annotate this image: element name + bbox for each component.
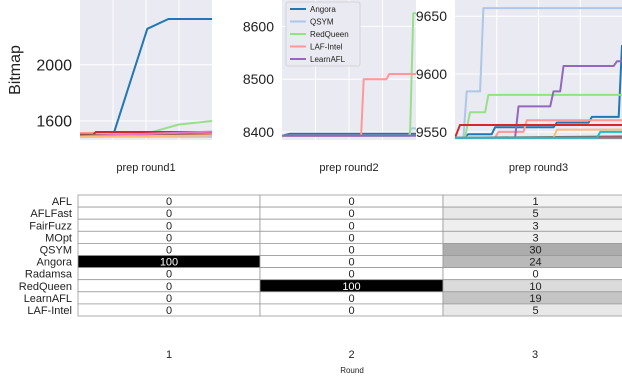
row-label: RedQueen	[19, 281, 72, 293]
row-label: QSYM	[40, 244, 72, 256]
series-line-mopt	[80, 134, 212, 138]
heatmap-cell-value: 10	[529, 281, 541, 293]
heatmap-cell-value: 1	[532, 196, 538, 208]
line-panel-1: 1600 2000 prep round1	[36, 0, 212, 174]
row-label: MOpt	[45, 232, 72, 244]
heatmap-cell-value: 0	[348, 257, 354, 269]
heatmap-cell-value: 0	[532, 269, 538, 281]
series-line-learnafl	[455, 60, 622, 139]
column-label: 3	[532, 349, 538, 361]
y-tick-label: 2000	[36, 57, 72, 74]
column-label: 1	[166, 349, 172, 361]
heatmap-cell-value: 3	[532, 232, 538, 244]
row-label: LAF-Intel	[27, 305, 72, 317]
y-tick-label: 9600	[416, 66, 447, 82]
series-group	[80, 18, 212, 138]
heatmap-cell-value: 0	[166, 305, 172, 317]
row-label: AFL	[52, 196, 72, 208]
heatmap-cell	[442, 303, 622, 317]
heatmap-cell-value: 0	[348, 305, 354, 317]
series-group	[282, 12, 416, 137]
heatmap-cell-value: 0	[166, 244, 172, 256]
heatmap-cell-value: 0	[348, 269, 354, 281]
y-tick-label: 8500	[243, 71, 274, 87]
y-tick-label: 8600	[243, 18, 274, 34]
heatmap-cell-value: 0	[348, 220, 354, 232]
heatmap-cell-value: 0	[166, 208, 172, 220]
y-tick-label: 9650	[416, 8, 447, 24]
x-axis-label: Round	[340, 366, 364, 375]
row-label: LearnAFL	[24, 293, 72, 305]
legend-box	[285, 1, 361, 67]
heatmap-cell-value: 3	[532, 220, 538, 232]
series-line-afl	[455, 124, 622, 139]
y-axis-label: Bitmap	[7, 45, 24, 95]
heatmap-cell-value: 30	[529, 244, 541, 256]
panel-label: prep round2	[319, 162, 378, 174]
series-line-extra-teal	[455, 130, 622, 139]
heatmap-cell-value: 24	[529, 257, 541, 269]
panel-label: prep round3	[509, 162, 568, 174]
heatmap-cell-value: 5	[532, 208, 538, 220]
heatmap-cell-value: 5	[532, 305, 538, 317]
row-label: Angora	[37, 257, 73, 269]
line-panel-3: 9550 9600 9650 prep round3	[416, 0, 622, 174]
y-tick-label: 9550	[416, 124, 447, 140]
heatmap-cell-value: 100	[342, 281, 360, 293]
y-tick-label: 8400	[243, 124, 274, 140]
row-label: FairFuzz	[29, 220, 72, 232]
series-group	[455, 7, 622, 139]
heatmap-cell-value: 0	[348, 196, 354, 208]
row-label: AFLFast	[30, 208, 72, 220]
legend-entry: QSYM	[310, 18, 334, 27]
legend-entry: LearnAFL	[310, 55, 346, 64]
column-label: 2	[348, 349, 354, 361]
legend-entry: RedQueen	[310, 30, 349, 39]
series-line-fairfuzz	[80, 130, 212, 138]
heatmap-cell-value: 0	[166, 269, 172, 281]
heatmap-cell-value: 100	[160, 257, 178, 269]
heatmap-cell-value: 19	[529, 293, 541, 305]
heatmap-cell-value: 0	[348, 232, 354, 244]
heatmap-cell-value: 0	[348, 244, 354, 256]
heatmap-cell-value: 0	[166, 281, 172, 293]
legend-entry: LAF-Intel	[310, 43, 343, 52]
y-tick-label: 1600	[36, 114, 72, 131]
heatmap-cell-value: 0	[166, 293, 172, 305]
row-label: Radamsa	[25, 269, 73, 281]
heatmap-cell-value: 0	[166, 220, 172, 232]
legend: Angora QSYM RedQueen LAF-Intel LearnAFL	[285, 1, 361, 67]
heatmap-cell-value: 0	[166, 196, 172, 208]
heatmap-cell-value: 0	[166, 232, 172, 244]
series-line-angora	[455, 45, 622, 139]
panel-label: prep round1	[116, 162, 175, 174]
heatmap-cell-value: 0	[348, 293, 354, 305]
heatmap-cell-value: 0	[348, 208, 354, 220]
legend-entry: Angora	[310, 5, 336, 14]
